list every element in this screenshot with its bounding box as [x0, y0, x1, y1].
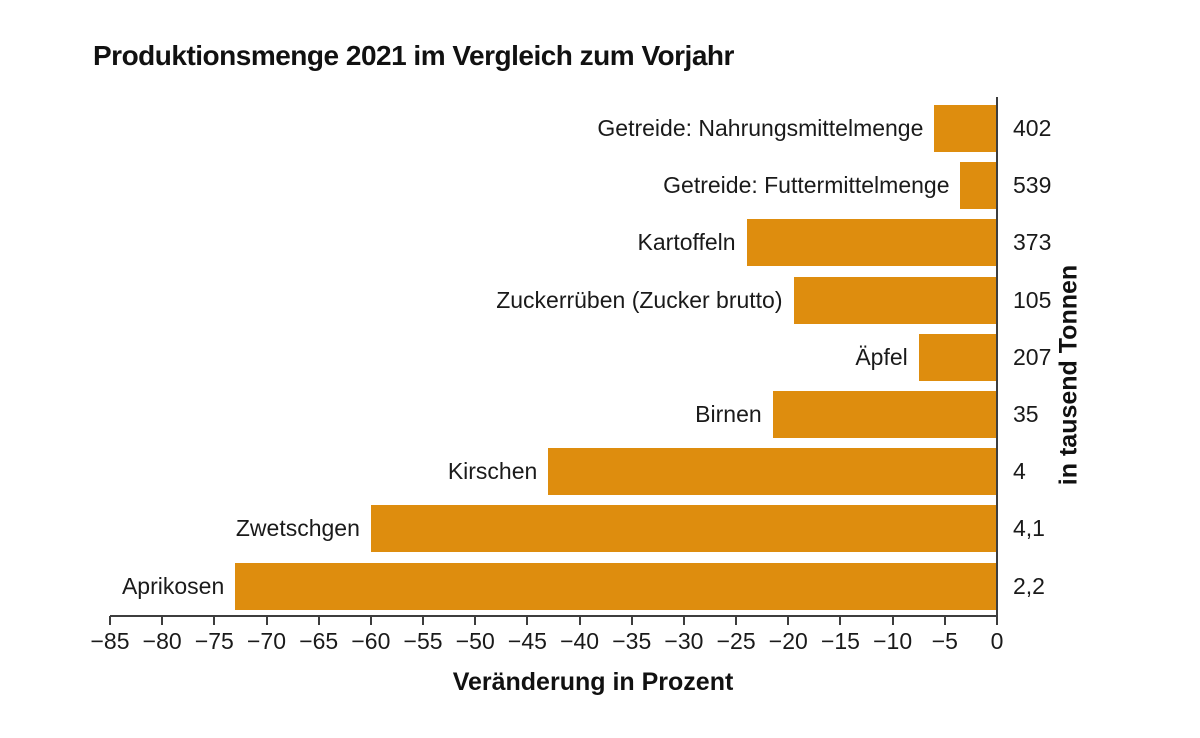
x-tick-mark [317, 616, 320, 625]
x-tick-mark [369, 616, 372, 625]
x-tick-mark [943, 616, 946, 625]
x-tick-label: −80 [142, 628, 182, 654]
bar [370, 505, 997, 553]
value-label: 373 [1013, 229, 1052, 256]
x-tick-label: −30 [664, 628, 704, 654]
category-label: Getreide: Nahrungsmittelmenge [597, 115, 924, 141]
x-tick-label: 0 [990, 628, 1004, 654]
x-tick-mark [630, 616, 633, 625]
chart-title: Produktionsmenge 2021 im Vergleich zum V… [93, 40, 734, 71]
x-tick-label: −45 [507, 628, 547, 654]
x-tick-label: −75 [194, 628, 234, 654]
x-tick-label: −10 [873, 628, 913, 654]
x-tick-label: −15 [820, 628, 860, 654]
category-label: Äpfel [855, 343, 908, 370]
x-tick-mark [422, 616, 425, 625]
x-tick-mark [109, 616, 111, 625]
bar [960, 162, 997, 210]
x-tick-label: −35 [612, 628, 652, 654]
x-tick-label: −85 [90, 628, 130, 654]
value-label: 4,1 [1013, 515, 1045, 542]
category-label: Kirschen [447, 458, 538, 485]
x-tick-label: −25 [716, 628, 756, 654]
x-tick-mark [735, 616, 738, 625]
value-label: 539 [1013, 172, 1052, 199]
value-label: 105 [1013, 286, 1052, 313]
x-tick-mark [161, 616, 164, 625]
category-label: Getreide: Futtermittelmenge [663, 172, 950, 199]
x-tick-mark [682, 616, 685, 625]
bar [793, 276, 997, 324]
value-label: 2,2 [1013, 572, 1045, 599]
x-tick-mark [839, 616, 842, 625]
category-label: Aprikosen [121, 572, 225, 599]
bar [918, 333, 997, 381]
x-tick-label: −70 [247, 628, 287, 654]
x-tick-label: −20 [768, 628, 808, 654]
x-tick-label: −55 [403, 628, 443, 654]
x-tick-mark [891, 616, 894, 625]
value-label: 4 [1013, 458, 1026, 485]
x-axis-line [110, 615, 998, 617]
x-tick-mark [265, 616, 268, 625]
x-axis-title: Veränderung in Prozent [452, 668, 734, 696]
value-label: 207 [1013, 343, 1052, 370]
x-tick-label: −65 [299, 628, 339, 654]
category-label: Zwetschgen [235, 515, 360, 542]
x-tick-label: −60 [351, 628, 391, 654]
value-label: 35 [1013, 401, 1039, 427]
x-tick-mark [213, 616, 216, 625]
zero-baseline [996, 97, 998, 616]
x-tick-mark [996, 616, 998, 625]
bar [746, 219, 997, 267]
x-tick-mark [526, 616, 529, 625]
bar [235, 562, 997, 610]
category-label: Zuckerrüben (Zucker brutto) [496, 286, 783, 313]
right-axis-title: in tausend Tonnen [1054, 264, 1083, 486]
bar [548, 448, 997, 496]
x-tick-label: −5 [931, 628, 958, 654]
bar [934, 105, 997, 152]
x-tick-label: −50 [455, 628, 495, 654]
x-tick-mark [578, 616, 581, 625]
category-label: Birnen [695, 401, 762, 427]
x-tick-mark [787, 616, 790, 625]
bar [772, 391, 997, 438]
x-tick-label: −40 [560, 628, 600, 654]
x-tick-mark [474, 616, 477, 625]
category-label: Kartoffeln [637, 229, 736, 256]
value-label: 402 [1013, 115, 1052, 141]
